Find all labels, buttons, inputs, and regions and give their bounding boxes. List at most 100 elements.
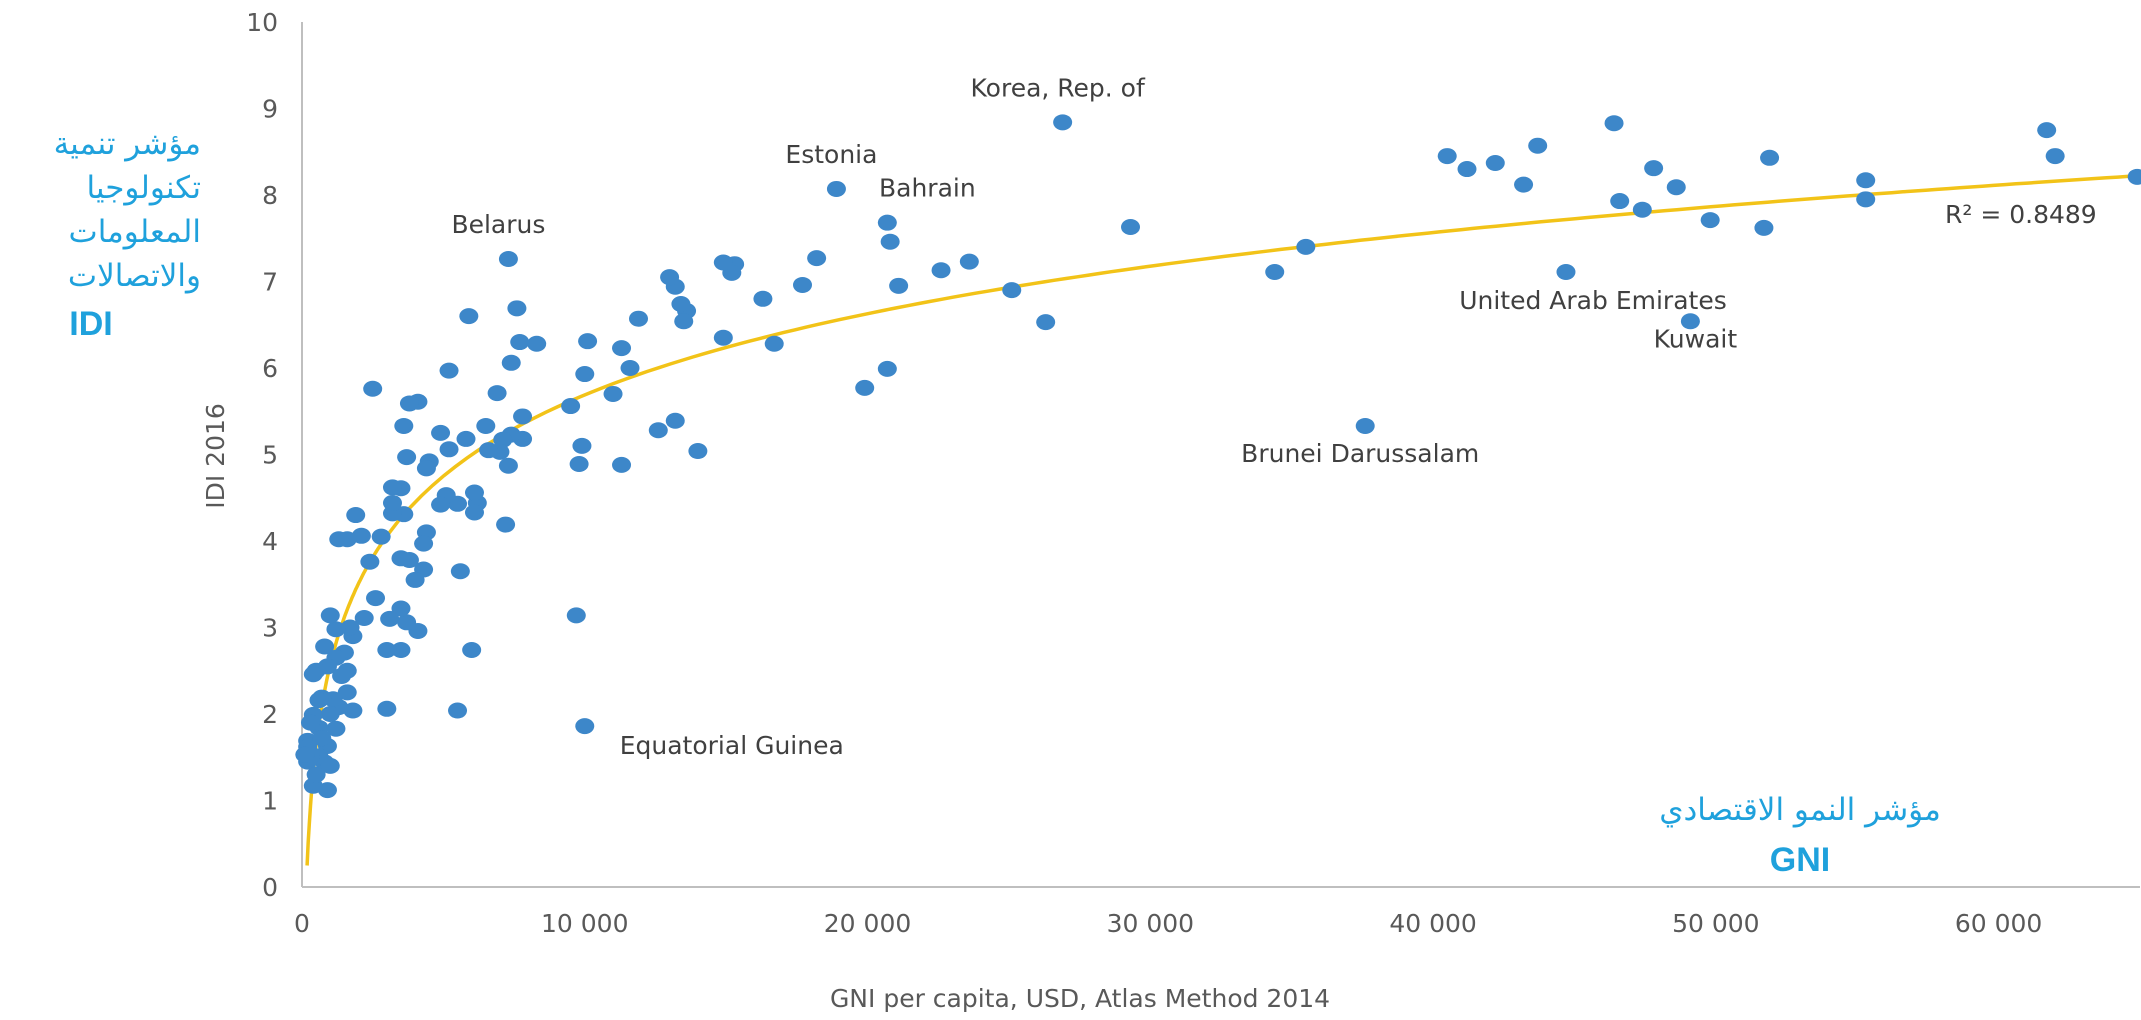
data-point [431, 424, 451, 441]
data-point [1666, 179, 1686, 196]
data-point [303, 666, 323, 683]
data-point [439, 441, 459, 458]
data-point [360, 553, 380, 570]
x-tick-label: 10 000 [541, 909, 628, 938]
data-point [448, 702, 468, 719]
data-point [753, 290, 773, 307]
data-point [1754, 219, 1774, 236]
data-point [354, 609, 374, 626]
data-point [382, 479, 402, 496]
data-point [1355, 417, 1375, 434]
data-point [1437, 148, 1457, 165]
data-point [665, 412, 685, 429]
data-point [877, 360, 897, 377]
data-point [462, 641, 482, 658]
data-point [2045, 148, 2065, 165]
data-point [1053, 114, 1073, 131]
data-point [1632, 201, 1652, 218]
data-point [295, 746, 315, 763]
data-point [612, 456, 632, 473]
data-point [628, 310, 648, 327]
data-point [575, 366, 595, 383]
data-point [414, 535, 434, 552]
idi-arabic-line-1: مؤشر تنمية [53, 126, 201, 162]
data-point [326, 720, 346, 737]
data-point [371, 528, 391, 545]
country-label: Brunei Darussalam [1241, 439, 1479, 468]
data-point [450, 563, 470, 580]
data-point [431, 496, 451, 513]
data-point [674, 313, 694, 330]
data-point [498, 251, 518, 268]
data-point [660, 269, 680, 286]
data-point [527, 335, 547, 352]
y-tick-label: 5 [262, 441, 278, 470]
data-point [1644, 160, 1664, 177]
data-point [382, 494, 402, 511]
data-point [572, 437, 592, 454]
data-point [2127, 168, 2141, 185]
data-point [612, 340, 632, 357]
data-point [320, 607, 340, 624]
data-point [312, 730, 332, 747]
data-point [498, 457, 518, 474]
y-tick-label: 0 [262, 873, 278, 902]
idi-arabic-label: مؤشر تنمية تكنولوجيا المعلومات والاتصالا… [0, 122, 201, 346]
data-point [329, 531, 349, 548]
data-point [1556, 263, 1576, 280]
data-point [1265, 263, 1285, 280]
data-point [793, 276, 813, 293]
data-point [648, 422, 668, 439]
idi-arabic-line-4: والاتصالات [67, 258, 201, 294]
idi-arabic-line-3: المعلومات [68, 214, 201, 250]
data-points [295, 114, 2141, 799]
data-point [501, 354, 521, 371]
idi-arabic-line-2: تكنولوجيا [86, 170, 201, 206]
data-point [1296, 238, 1316, 255]
data-point [578, 333, 598, 350]
data-point [320, 706, 340, 722]
y-tick-label: 2 [262, 700, 278, 729]
data-point [391, 550, 411, 567]
data-point [320, 757, 340, 774]
r-squared-label: R² = 0.8489 [1945, 200, 2097, 229]
data-point [671, 295, 691, 312]
country-label: Equatorial Guinea [620, 731, 844, 760]
data-point [456, 430, 476, 447]
data-point [346, 507, 366, 524]
data-point [487, 385, 507, 402]
data-point [380, 610, 400, 627]
data-point [377, 700, 397, 717]
data-point [1514, 176, 1534, 193]
country-label: Belarus [451, 210, 545, 239]
x-tick-label: 0 [294, 909, 310, 938]
data-point [688, 443, 708, 460]
data-point [1457, 161, 1477, 178]
data-point [889, 277, 909, 294]
idi-abbreviation: IDI [69, 305, 113, 343]
data-point [2037, 122, 2057, 139]
country-label: Korea, Rep. of [971, 73, 1146, 102]
data-point [309, 692, 329, 709]
data-point [340, 619, 360, 636]
data-point [1856, 172, 1876, 189]
data-point [397, 449, 417, 466]
country-label: United Arab Emirates [1459, 286, 1727, 315]
data-point [1528, 137, 1548, 154]
y-tick-label: 4 [262, 527, 278, 556]
data-point [405, 571, 425, 588]
y-axis-title: IDI 2016 [201, 403, 230, 509]
data-point [1036, 314, 1056, 331]
data-point [931, 262, 951, 279]
x-tick-label: 30 000 [1107, 909, 1194, 938]
data-point [826, 180, 846, 197]
data-point [1485, 154, 1505, 171]
data-point [366, 590, 386, 607]
data-point [855, 379, 875, 396]
data-point [332, 667, 352, 684]
data-point [620, 360, 640, 376]
x-tick-label: 20 000 [824, 909, 911, 938]
data-point [510, 334, 530, 351]
x-tick-label: 40 000 [1389, 909, 1476, 938]
